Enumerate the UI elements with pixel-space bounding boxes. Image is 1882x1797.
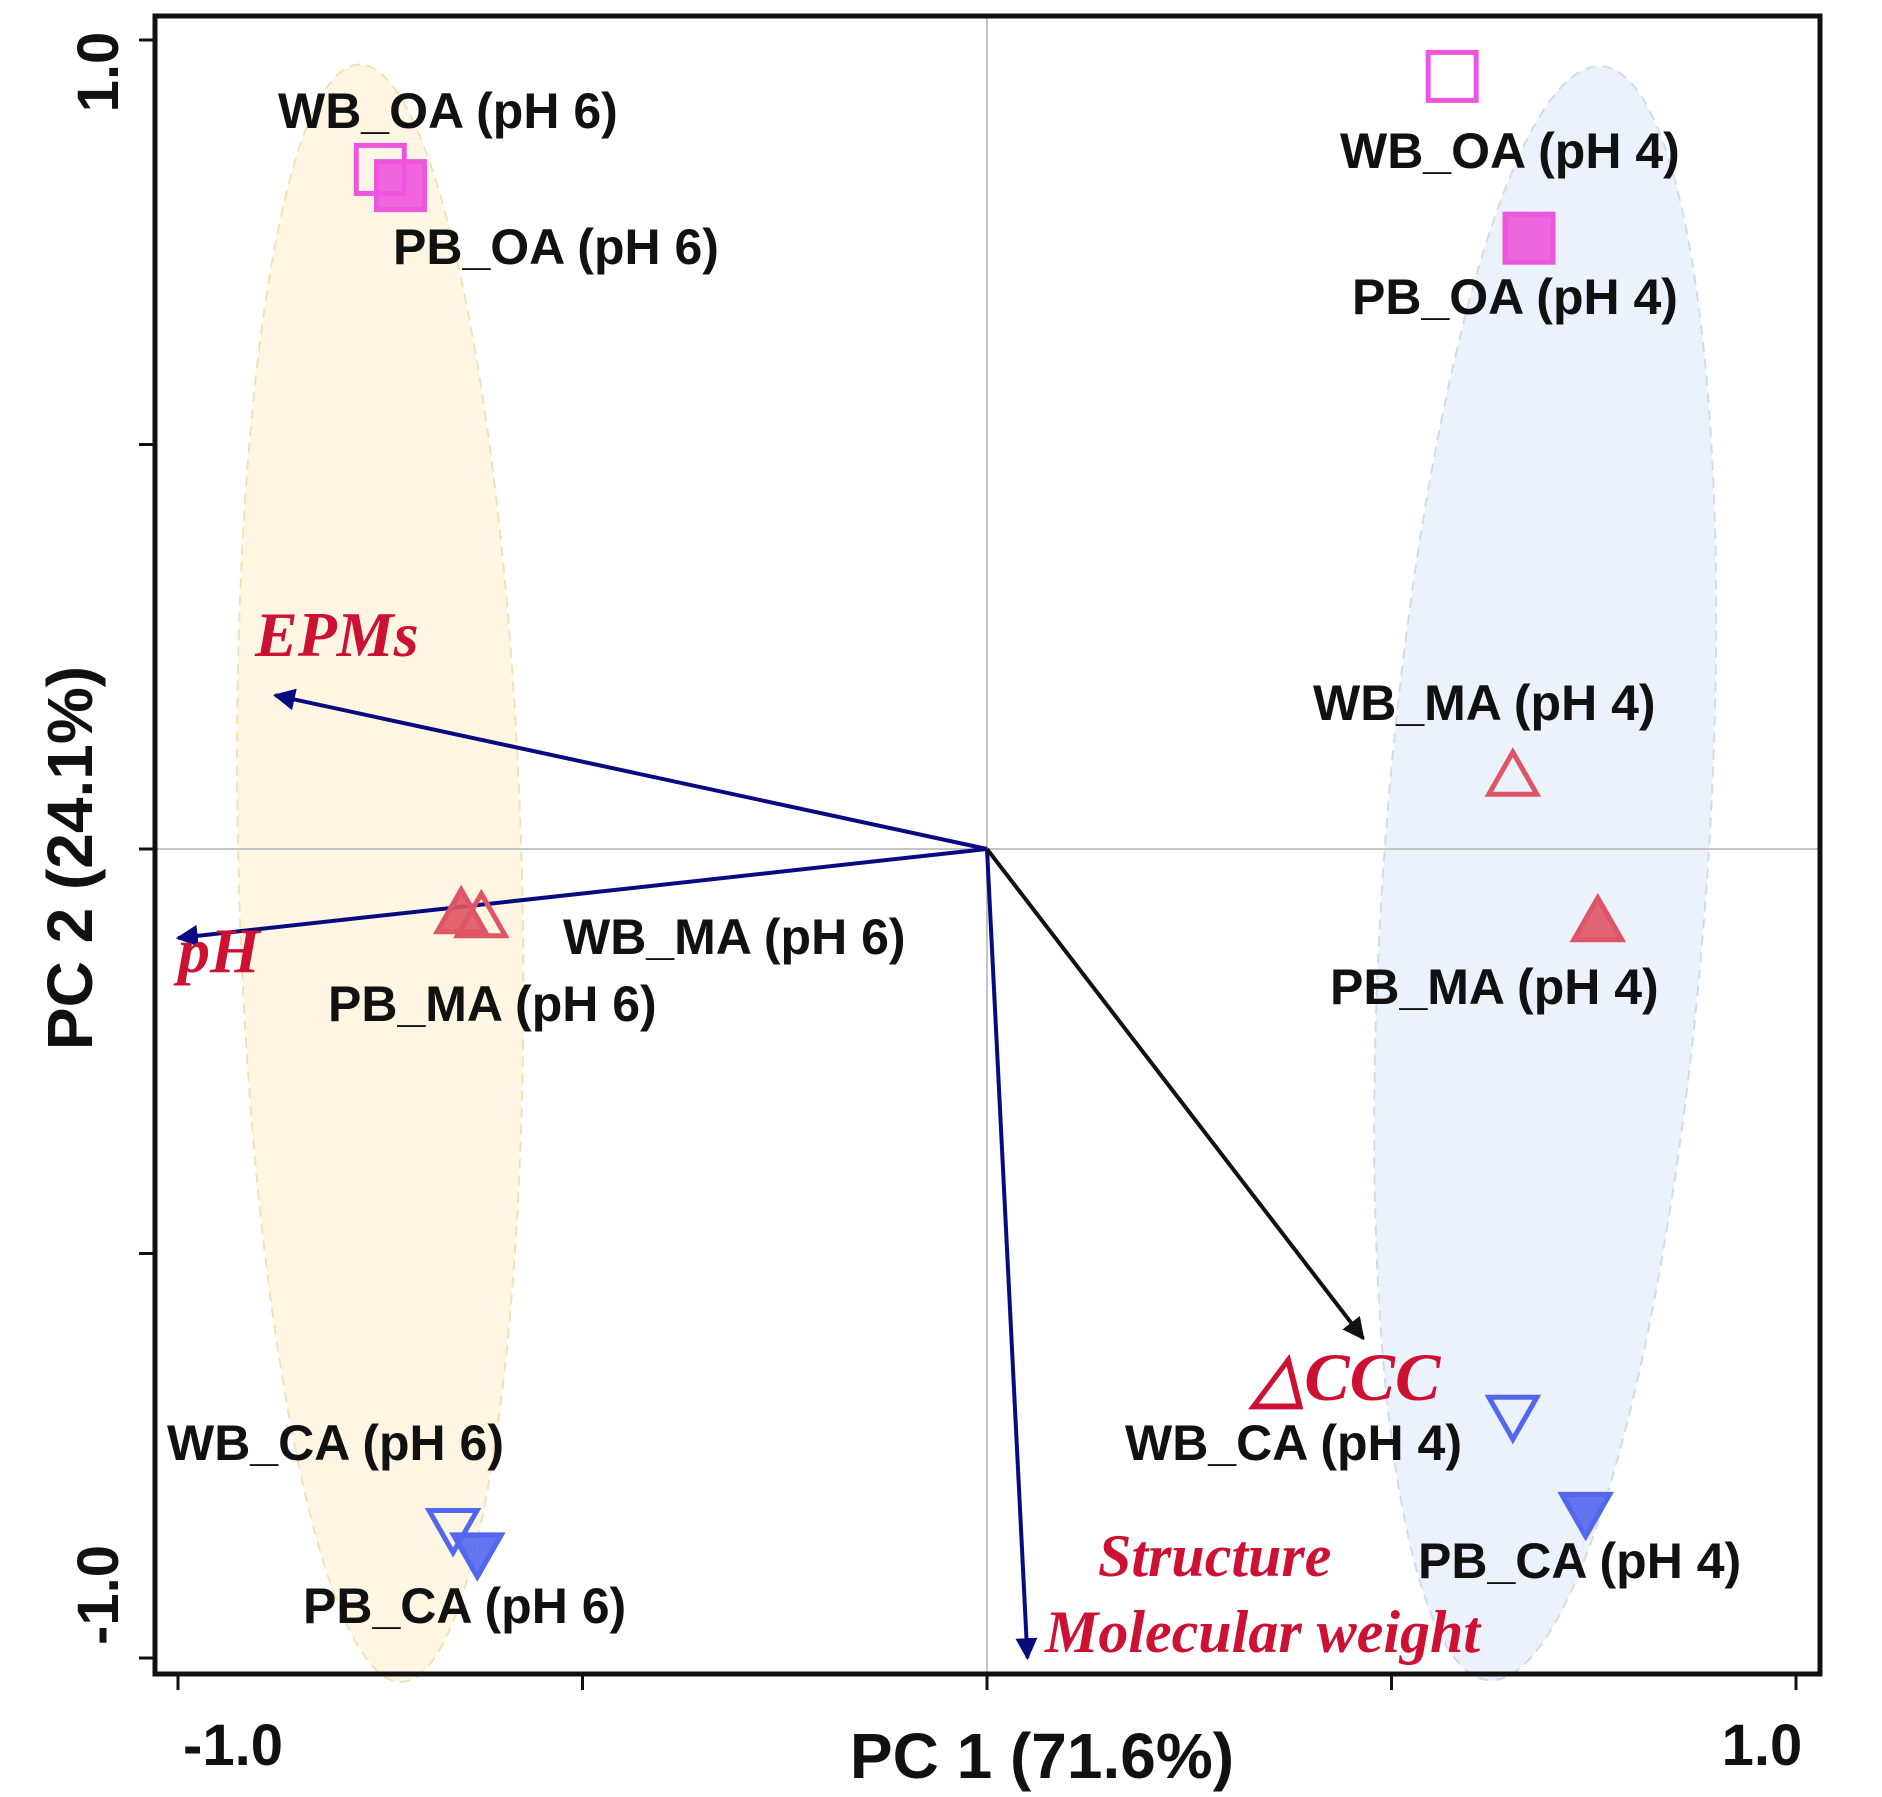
point-label-pb-oa-ph-4: PB_OA (pH 4) xyxy=(1352,269,1678,325)
point-label-pb-ca-ph-6: PB_CA (pH 6) xyxy=(303,1578,626,1634)
point-label-pb-ma-ph-6: PB_MA (pH 6) xyxy=(328,976,657,1032)
point-labels: WB_OA (pH 6) PB_OA (pH 6) WB_OA (pH 4) PB_O… xyxy=(167,83,1741,1634)
vector-arrow-epms xyxy=(272,688,988,851)
y-axis-title: PC 2 (24.1%) xyxy=(34,666,106,1050)
point-label-wb-ma-ph-6: WB_MA (pH 6) xyxy=(563,909,906,965)
point-label-wb-ma-ph-4: WB_MA (pH 4) xyxy=(1313,675,1656,731)
vector-arrow-structure xyxy=(985,848,1038,1661)
axis-ticks xyxy=(139,38,1798,1690)
y-tick-label-max: 1.0 xyxy=(66,32,131,113)
vector-label-delta-ccc: △CCC xyxy=(1247,1339,1441,1415)
x-tick-label-min: -1.0 xyxy=(183,1713,283,1778)
vector-arrow-ph xyxy=(175,847,988,947)
score-points xyxy=(353,49,1627,1582)
plot-area: WB_OA (pH 6) PB_OA (pH 6) WB_OA (pH 4) PB_O… xyxy=(139,13,1823,1690)
point-wb-oa-ph-4 xyxy=(1425,49,1479,103)
point-label-wb-ca-ph-4: WB_CA (pH 4) xyxy=(1125,1415,1462,1471)
group-ellipse-ph-4 xyxy=(1373,65,1718,1682)
point-wb-ma-ph-4 xyxy=(1484,747,1542,797)
x-axis-title: PC 1 (71.6%) xyxy=(850,1720,1234,1792)
point-pb-ma-ph-6 xyxy=(432,884,490,935)
point-label-pb-ca-ph-4: PB_CA (pH 4) xyxy=(1418,1533,1741,1589)
group-ellipses xyxy=(236,63,1718,1684)
point-label-wb-oa-ph-4: WB_OA (pH 4) xyxy=(1340,123,1680,179)
x-tick-label-max: 1.0 xyxy=(1722,1713,1803,1778)
point-pb-ca-ph-6 xyxy=(449,1532,506,1582)
point-pb-oa-ph-6 xyxy=(373,159,427,213)
point-label-pb-oa-ph-6: PB_OA (pH 6) xyxy=(393,219,719,275)
point-pb-ma-ph-4 xyxy=(1569,892,1627,943)
vector-label-structure: Structure xyxy=(1098,1523,1331,1589)
point-label-wb-ca-ph-6: WB_CA (pH 6) xyxy=(167,1415,504,1471)
point-pb-oa-ph-4 xyxy=(1502,211,1556,265)
vector-label-molecular-weight: Molecular weight xyxy=(1044,1599,1482,1665)
point-pb-ca-ph-4 xyxy=(1557,1491,1614,1542)
vector-arrow-delta-ccc xyxy=(985,847,1365,1341)
group-ellipse-ph-6 xyxy=(236,63,525,1684)
vector-label-ph: pH xyxy=(173,915,262,986)
vector-labels: EPMs pH Structure Molecular weight △CCC xyxy=(173,599,1482,1665)
point-label-pb-ma-ph-4: PB_MA (pH 4) xyxy=(1330,959,1659,1015)
x-axis: -1.0 1.0 PC 1 (71.6%) xyxy=(183,1713,1802,1792)
point-label-wb-oa-ph-6: WB_OA (pH 6) xyxy=(278,83,618,139)
point-wb-ca-ph-6 xyxy=(424,1508,482,1558)
y-axis: 1.0 -1.0 PC 2 (24.1%) xyxy=(34,32,131,1645)
y-tick-label-min: -1.0 xyxy=(66,1545,131,1645)
vector-label-epms: EPMs xyxy=(254,599,419,670)
loading-vectors xyxy=(175,688,1365,1661)
point-wb-ca-ph-4 xyxy=(1484,1394,1542,1445)
